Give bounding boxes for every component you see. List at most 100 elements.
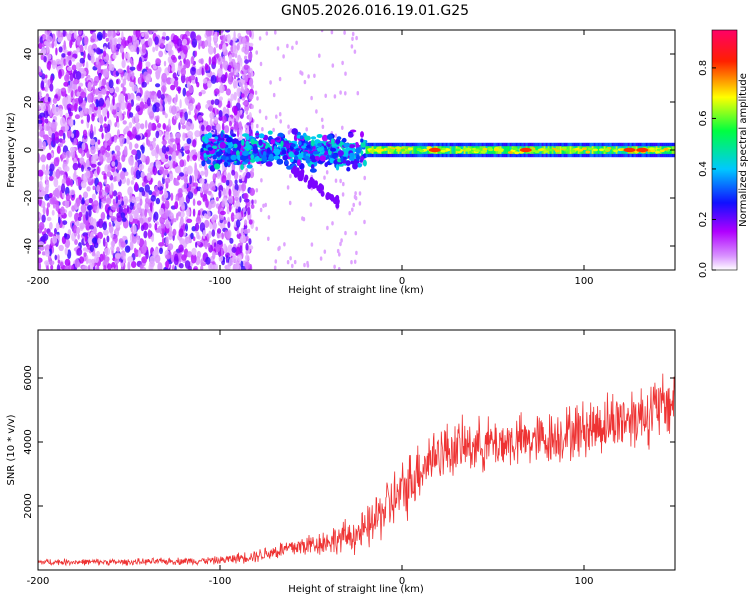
heat-cell [210,99,215,105]
heat-cell [349,152,355,158]
heat-cell [348,156,355,161]
heat-cell [110,204,117,211]
heat-cell [356,91,360,96]
heat-cell [193,167,199,177]
heat-cell [239,175,242,180]
heat-cell [110,103,113,112]
heat-cell [337,267,341,270]
heat-cell [604,148,610,152]
heat-cell [102,237,106,247]
heat-cell [227,221,231,229]
heat-cell [112,95,115,106]
heat-cell [303,262,306,268]
heat-cell [325,194,330,201]
heat-cell [333,160,338,165]
heat-cell [287,130,291,135]
heat-cell [129,240,134,251]
heat-cell [195,35,202,41]
heat-cell [316,134,323,138]
heat-cell [135,154,138,161]
heat-cell [241,79,246,84]
heat-cell [83,252,87,257]
heat-cell [141,189,146,197]
heat-cell [141,81,147,88]
heat-cell [66,33,71,40]
heat-cell [505,146,508,154]
heat-cell [155,144,160,154]
heat-cell [121,217,127,222]
heat-cell [255,226,258,231]
heat-cell [110,216,117,222]
heat-cell [228,54,233,63]
heat-cell [107,30,112,37]
heat-cell [52,104,56,114]
heat-cell [248,112,252,122]
y-tick-label: 2000 [23,493,34,518]
heat-cell [247,52,253,60]
heat-cell [188,110,192,116]
heat-cell [243,198,250,203]
heat-cell [182,87,187,97]
heat-cell [188,85,194,94]
heat-cell [591,146,594,154]
heat-cell [199,222,206,233]
heat-cell [109,185,113,196]
heat-cell [63,97,68,106]
heat-cell [63,40,66,51]
heat-cell [81,164,84,172]
heat-cell [74,114,81,120]
heat-cell [310,242,314,247]
heat-cell [67,249,72,260]
heat-cell [204,137,209,144]
heat-cell [103,46,107,51]
heat-cell [98,153,104,162]
heat-cell [127,102,132,112]
heat-cell [103,50,107,57]
heat-cell [236,230,240,235]
heat-cell [126,136,130,145]
heat-cell [567,146,570,154]
heat-cell [235,212,239,218]
heat-cell [177,87,181,94]
heat-cell [318,184,323,191]
heat-cell [224,125,230,134]
heat-cell [310,155,316,161]
heat-cell [294,150,299,156]
heat-cell [169,225,173,233]
heat-cell [91,252,96,257]
heat-cell [261,155,268,162]
heat-cell [339,178,342,184]
heat-cell [116,79,119,85]
heat-cell [258,36,262,41]
y-tick-label: 4000 [23,429,34,454]
heat-cell [66,155,69,165]
heat-cell [465,148,471,152]
heat-cell [57,259,61,264]
heat-cell [254,199,257,204]
heat-cell [173,218,177,223]
heat-cell [239,196,242,203]
heat-cell [182,132,186,142]
heat-cell [49,260,55,266]
heat-cell [103,195,107,202]
heat-cell [61,87,66,92]
heat-cell [352,202,356,208]
heat-cell [235,79,238,89]
heat-cell [111,42,115,51]
heat-cell [76,226,81,235]
heat-cell [233,121,239,130]
heat-cell [320,190,325,197]
heat-cell [56,234,60,240]
heat-cell [287,124,290,129]
heat-cell [200,188,203,194]
heat-cell [151,30,158,33]
heat-cell [265,161,273,167]
heat-cell [136,235,140,245]
heat-cell [175,112,180,119]
heat-cell [279,119,283,124]
heat-cell [90,138,96,146]
heat-cell [244,175,248,184]
heat-cell [69,146,75,153]
heat-cell [248,219,253,225]
heat-cell [44,244,50,249]
